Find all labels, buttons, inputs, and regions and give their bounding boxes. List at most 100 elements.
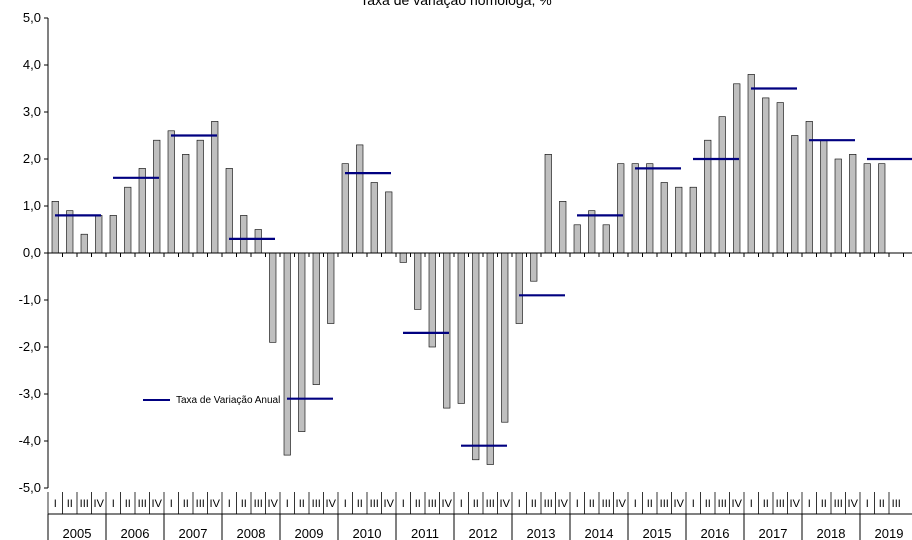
year-label: 2009 xyxy=(295,526,324,540)
quarter-label: I xyxy=(54,498,57,510)
quarter-label: III xyxy=(602,498,611,510)
bar xyxy=(486,252,494,465)
bar xyxy=(327,252,335,324)
quarter-label: III xyxy=(544,498,553,510)
bar xyxy=(283,252,291,456)
y-tick-label: -4,0 xyxy=(19,433,41,448)
bar xyxy=(718,116,726,254)
bar xyxy=(515,252,523,324)
year-label: 2016 xyxy=(701,526,730,540)
quarter-label: III xyxy=(486,498,495,510)
quarter-label: I xyxy=(344,498,347,510)
quarter-label: III xyxy=(196,498,205,510)
bar xyxy=(225,168,233,254)
bar xyxy=(501,252,509,423)
bar xyxy=(356,144,364,254)
annual-rate-lines xyxy=(55,87,912,447)
quarter-label: III xyxy=(660,498,669,510)
quarter-label: IV xyxy=(848,498,859,510)
quarter-label: IV xyxy=(326,498,337,510)
quarter-label: II xyxy=(531,498,537,510)
quarter-label: III xyxy=(834,498,843,510)
year-label: 2007 xyxy=(179,526,208,540)
y-tick-label: 5,0 xyxy=(23,10,41,25)
y-tick-label: -1,0 xyxy=(19,292,41,307)
y-axis: 5,0 4,0 3,0 2,0 1,0 0,0 -1,0 -2,0 -3,0 -4,0 -5,0 xyxy=(19,10,49,495)
quarter-label: III xyxy=(428,498,437,510)
y-tick-label: 4,0 xyxy=(23,57,41,72)
bar xyxy=(341,163,349,254)
quarter-label: IV xyxy=(558,498,569,510)
quarter-label: III xyxy=(892,498,901,510)
bar xyxy=(733,83,741,254)
bar xyxy=(544,154,552,254)
quarter-label: II xyxy=(879,498,885,510)
quarter-label: I xyxy=(750,498,753,510)
quarter-label: II xyxy=(415,498,421,510)
y-tick-label: 2,0 xyxy=(23,151,41,166)
quarter-label: I xyxy=(576,498,579,510)
quarter-label: I xyxy=(634,498,637,510)
bar xyxy=(878,163,886,254)
bar xyxy=(776,102,784,254)
bar xyxy=(689,186,697,254)
bar xyxy=(153,139,161,254)
quarter-label: II xyxy=(125,498,131,510)
quarter-label: III xyxy=(776,498,785,510)
quarter-label: II xyxy=(763,498,769,510)
bar xyxy=(849,154,857,254)
y-tick-label: -5,0 xyxy=(19,480,41,495)
quarter-label: I xyxy=(228,498,231,510)
bar xyxy=(747,74,755,254)
bar xyxy=(182,154,190,254)
bar xyxy=(167,130,175,254)
y-tick-label: 3,0 xyxy=(23,104,41,119)
quarter-label: I xyxy=(112,498,115,510)
bar xyxy=(704,139,712,254)
bar xyxy=(660,182,668,254)
bar xyxy=(646,163,654,254)
quarter-label: III xyxy=(254,498,263,510)
quarter-label: I xyxy=(518,498,521,510)
quarterly-bars xyxy=(51,74,886,465)
quarter-label: II xyxy=(241,498,247,510)
quarter-label: IV xyxy=(674,498,685,510)
legend-label: Taxa de Variação Anual xyxy=(176,395,280,406)
bar xyxy=(51,201,59,254)
bar xyxy=(820,139,828,254)
year-label: 2005 xyxy=(63,526,92,540)
quarter-label: IV xyxy=(384,498,395,510)
quarter-label: IV xyxy=(442,498,453,510)
quarter-label: I xyxy=(460,498,463,510)
quarter-label: III xyxy=(718,498,727,510)
year-label: 2019 xyxy=(875,526,904,540)
quarter-label: I xyxy=(866,498,869,510)
y-tick-label: 0,0 xyxy=(23,245,41,260)
year-label: 2012 xyxy=(469,526,498,540)
quarter-label: II xyxy=(589,498,595,510)
bar xyxy=(457,252,465,404)
year-label: 2017 xyxy=(759,526,788,540)
quarter-label: IV xyxy=(94,498,105,510)
bar xyxy=(211,121,219,254)
quarter-label: IV xyxy=(616,498,627,510)
quarter-label: III xyxy=(312,498,321,510)
bar xyxy=(762,97,770,254)
bar xyxy=(602,224,610,254)
quarter-label: I xyxy=(286,498,289,510)
quarter-label: II xyxy=(299,498,305,510)
bar xyxy=(588,210,596,254)
bar xyxy=(414,252,422,310)
bar xyxy=(269,252,277,343)
quarter-label: I xyxy=(808,498,811,510)
bar xyxy=(530,252,538,282)
quarter-label: III xyxy=(80,498,89,510)
bar xyxy=(66,210,74,254)
year-label: 2010 xyxy=(353,526,382,540)
quarter-label: III xyxy=(138,498,147,510)
quarter-label: IV xyxy=(500,498,511,510)
bar xyxy=(138,168,146,254)
quarter-label: II xyxy=(183,498,189,510)
